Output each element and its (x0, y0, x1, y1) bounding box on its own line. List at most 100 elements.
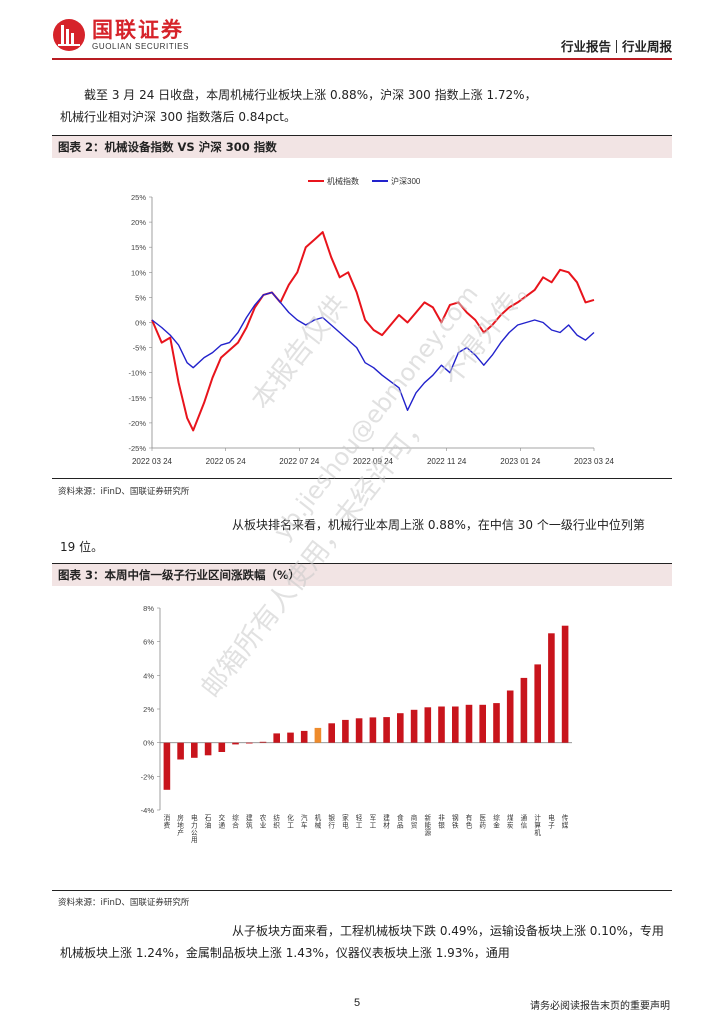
bar (287, 732, 294, 743)
line-chart-machinery-vs-hs300: 25% 20% 15% 10% 5% 0% -5% -10% -15% -20% -25% 2022 … (128, 176, 615, 466)
figure-3-title: 图表 3：本周中信一级子行业区间涨跌幅（%） (52, 564, 672, 586)
y-tick-label: 25% (131, 193, 146, 202)
category-label: 家电 (342, 813, 349, 829)
figure-bottom-rule (52, 478, 672, 479)
bar (246, 742, 253, 744)
paragraph-line: 从板块排名来看，机械行业本周上涨 0.88%，在中信 30 个一级行业中位列第 (232, 518, 645, 532)
paragraph-line: 机械板块上涨 1.24%，金属制品板块上涨 1.43%，仪器仪表板块上涨 1.9… (60, 946, 510, 960)
paragraph-line: 截至 3 月 24 日收盘，本周机械行业板块上涨 0.88%，沪深 300 指数… (84, 88, 537, 102)
bar-chart-sector-returns: 8% 6% 4% 2% 0% -2% -4% 消费房地产电力公用石油交通综合建筑农业纺织化工汽… (141, 604, 572, 844)
bar (314, 727, 322, 743)
y-tick-label: -2% (141, 772, 155, 781)
x-tick-label: 2022 09 24 (353, 457, 394, 466)
figure-bottom-rule (52, 890, 672, 891)
y-tick-label: -25% (128, 444, 146, 453)
bar (204, 742, 212, 756)
bar (191, 742, 198, 758)
category-label: 汽车 (301, 813, 308, 829)
category-label: 传媒 (562, 813, 569, 829)
category-label: 新能源 (425, 813, 432, 837)
y-tick-label: -5% (133, 344, 147, 353)
x-tick-label: 2022 03 24 (132, 457, 173, 466)
paragraph-weekly-performance: 截至 3 月 24 日收盘，本周机械行业板块上涨 0.88%，沪深 300 指数… (60, 84, 672, 128)
bar (465, 704, 473, 743)
category-label: 医药 (479, 814, 486, 829)
series-line-hs300 (151, 291, 595, 412)
series-line-machinery (151, 231, 595, 432)
category-label: 有色 (466, 813, 473, 829)
category-label: 石油 (205, 814, 212, 829)
paragraph-subsectors: 从子板块方面来看，工程机械板块下跌 0.49%，运输设备板块上涨 0.10%，专… (60, 920, 672, 964)
category-label: 纺织 (273, 813, 280, 829)
category-label: 综金 (493, 813, 500, 829)
category-label: 轻工 (356, 813, 363, 829)
report-type: 行业报告 行业周报 (561, 36, 672, 55)
page-header: 国联证券 GUOLIAN SECURITIES 行业报告 行业周报 (0, 0, 724, 62)
bar (493, 703, 500, 743)
paragraph-line: 机械行业相对沪深 300 指数落后 0.84pct。 (60, 110, 296, 124)
brand-logo-icon (53, 19, 85, 51)
x-tick-label: 2023 01 24 (500, 457, 541, 466)
category-label: 化工 (287, 813, 294, 829)
category-label: 房地产 (177, 813, 184, 837)
bar (438, 706, 445, 743)
figure-2-title: 图表 2：机械设备指数 VS 沪深 300 指数 (52, 136, 672, 158)
category-label: 煤炭 (507, 813, 514, 829)
bar (273, 733, 280, 743)
figure-top-rule (52, 563, 672, 564)
category-label: 电子 (548, 813, 555, 829)
bar (300, 730, 308, 743)
header-separator (615, 40, 617, 53)
figure-top-rule (52, 135, 672, 136)
x-tick-label: 2022 07 24 (279, 457, 320, 466)
brand-name-cn: 国联证券 (92, 17, 184, 42)
report-tag-weekly: 行业周报 (621, 39, 672, 54)
y-tick-label: -4% (141, 806, 155, 815)
y-tick-label: 10% (131, 268, 146, 277)
bar (328, 723, 335, 743)
header-divider (52, 58, 672, 60)
category-label: 军工 (370, 814, 377, 829)
paragraph-ranking: 从板块排名来看，机械行业本周上涨 0.88%，在中信 30 个一级行业中位列第 … (60, 514, 672, 558)
category-label: 食品 (397, 813, 404, 829)
category-label: 商贸 (411, 813, 418, 829)
brand-name-en: GUOLIAN SECURITIES (92, 41, 190, 51)
report-tag-industry: 行业报告 (560, 39, 611, 54)
category-label: 钢铁 (452, 814, 459, 829)
category-label: 交通 (219, 813, 226, 829)
x-tick-label: 2023 03 24 (574, 457, 615, 466)
y-tick-label: -20% (128, 419, 146, 428)
category-label: 机械 (315, 813, 322, 829)
category-label: 建材 (383, 813, 390, 829)
bar (479, 704, 486, 743)
bar (506, 690, 514, 743)
category-label: 消费 (164, 813, 171, 829)
y-tick-label: 4% (143, 671, 154, 680)
bar (410, 709, 418, 743)
y-tick-label: 0% (135, 319, 146, 328)
category-label: 电力公用 (191, 813, 198, 844)
bar (232, 742, 239, 745)
bar (424, 707, 432, 743)
figure-3-source: 资料来源：iFinD、国联证券研究所 (58, 898, 190, 908)
bar (355, 718, 363, 743)
bar (342, 719, 349, 743)
category-label: 非银 (438, 813, 445, 829)
page-number: 5 (354, 997, 361, 1009)
bar (259, 741, 267, 743)
bar (548, 633, 555, 743)
bar (520, 677, 528, 743)
bar (534, 664, 541, 743)
y-tick-label: 5% (135, 293, 146, 302)
y-tick-label: 6% (143, 638, 154, 647)
y-tick-label: -15% (128, 394, 146, 403)
category-label: 计算机 (534, 813, 541, 837)
legend-label: 机械指数 (327, 176, 359, 186)
brand-logo: 国联证券 GUOLIAN SECURITIES (52, 18, 189, 52)
x-tick-label: 2022 11 24 (427, 457, 467, 466)
category-label: 通信 (521, 813, 528, 829)
paragraph-line: 从子板块方面来看，工程机械板块下跌 0.49%，运输设备板块上涨 0.10%，专… (232, 924, 664, 938)
bar (452, 706, 459, 743)
bar (369, 717, 377, 743)
bar (561, 625, 569, 743)
